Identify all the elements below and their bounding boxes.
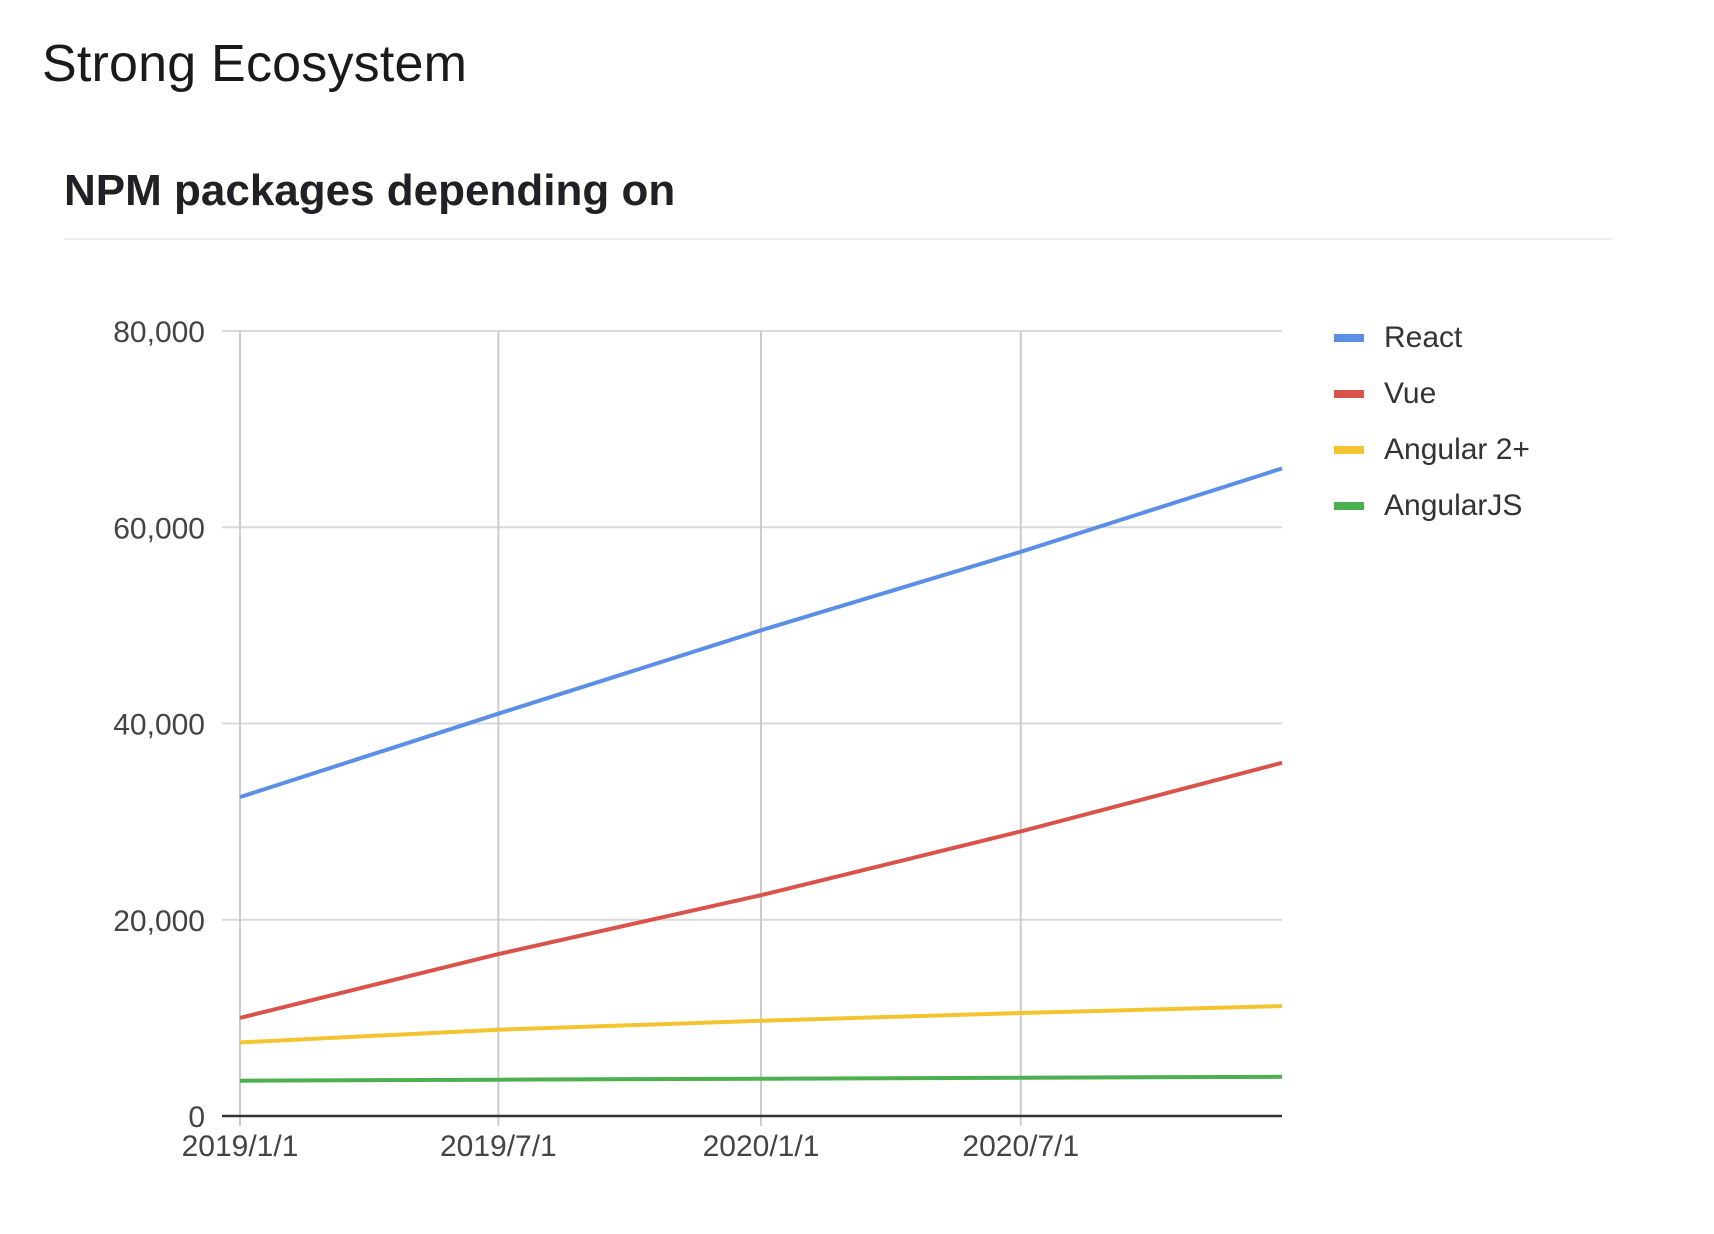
y-tick-label: 20,000 xyxy=(113,905,205,938)
tick-label-layer: 0 20,000 40,000 60,000 80,000 2019/1/1 2019/7/… xyxy=(113,316,1079,1163)
legend-label: Vue xyxy=(1384,377,1437,410)
legend-item: Angular 2+ xyxy=(1334,422,1530,478)
series-line-vue xyxy=(239,760,1283,1020)
chart-legend: React Vue Angular 2+ AngularJS xyxy=(1334,310,1530,534)
legend-label: AngularJS xyxy=(1384,489,1523,522)
x-tick-label: 2019/7/1 xyxy=(440,1130,557,1163)
page-title: Strong Ecosystem xyxy=(42,35,468,93)
y-tick-label: 60,000 xyxy=(113,512,205,545)
grid-layer xyxy=(222,330,1282,1126)
legend-swatch xyxy=(1334,334,1364,342)
x-tick-label: 2020/1/1 xyxy=(703,1130,820,1163)
series-line-react xyxy=(239,466,1283,800)
legend-label: Angular 2+ xyxy=(1384,433,1530,466)
legend-swatch xyxy=(1334,390,1364,398)
y-tick-label: 0 xyxy=(188,1101,205,1134)
series-line-angular-2 xyxy=(239,1004,1283,1045)
series-line-angularjs xyxy=(239,1074,1283,1083)
y-tick-label: 40,000 xyxy=(113,709,205,742)
legend-item: React xyxy=(1334,310,1530,366)
legend-item: Vue xyxy=(1334,366,1530,422)
x-tick-label: 2019/1/1 xyxy=(182,1130,299,1163)
legend-label: React xyxy=(1384,321,1463,354)
title-divider xyxy=(64,238,1612,240)
legend-item: AngularJS xyxy=(1334,478,1530,534)
series-layer xyxy=(239,466,1283,1083)
legend-swatch xyxy=(1334,446,1364,454)
y-tick-label: 80,000 xyxy=(113,316,205,349)
x-tick-label: 2020/7/1 xyxy=(962,1130,1079,1163)
chart-title: NPM packages depending on xyxy=(64,166,676,215)
legend-swatch xyxy=(1334,502,1364,510)
